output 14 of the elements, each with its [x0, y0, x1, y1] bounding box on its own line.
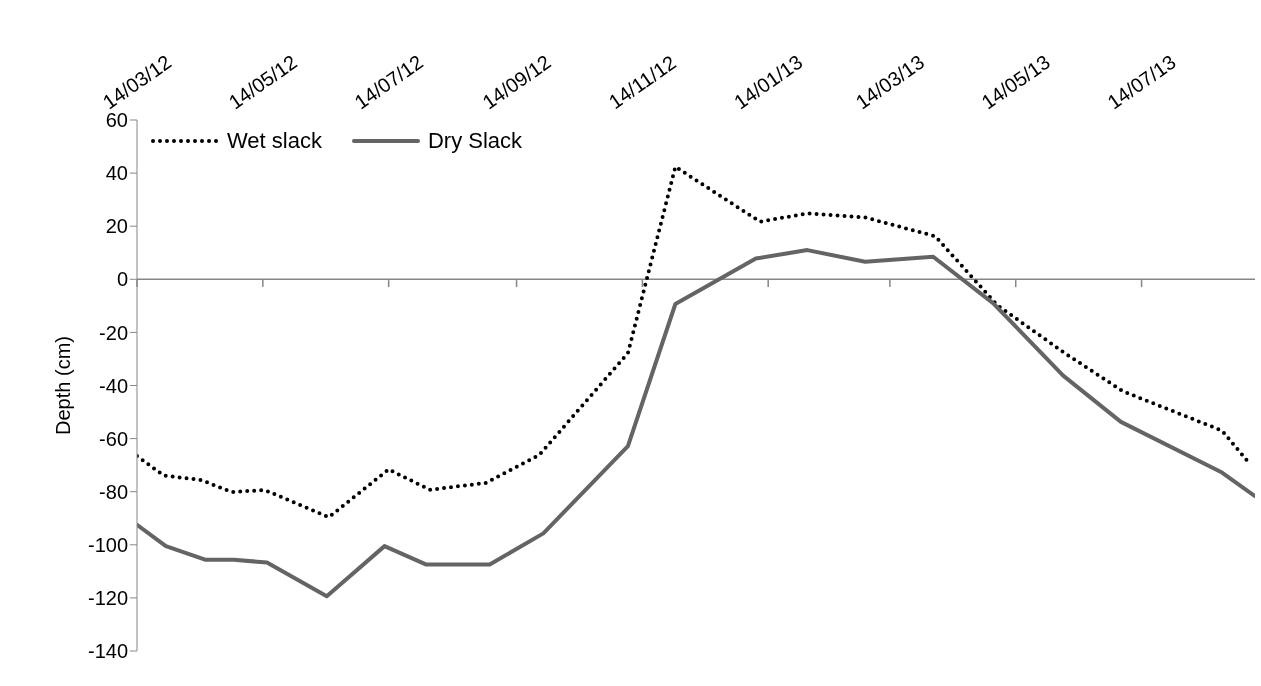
- y-tick-label: 0: [116, 268, 128, 291]
- y-tick-label: -60: [99, 427, 128, 450]
- y-tick-label: -80: [99, 480, 128, 503]
- legend-label: Wet slack: [227, 128, 322, 154]
- y-tick-label: 40: [105, 162, 128, 185]
- y-tick-label: -120: [87, 587, 128, 609]
- y-tick-label: -40: [99, 374, 128, 397]
- y-tick-label: -100: [87, 533, 128, 556]
- y-tick-label: -20: [99, 321, 128, 344]
- y-tick-label: -140: [87, 640, 128, 663]
- y-tick-label: 20: [105, 215, 128, 238]
- y-tick-label: 60: [105, 109, 128, 132]
- y-axis-title: Depth (cm): [52, 336, 75, 435]
- legend-label: Dry Slack: [427, 128, 523, 154]
